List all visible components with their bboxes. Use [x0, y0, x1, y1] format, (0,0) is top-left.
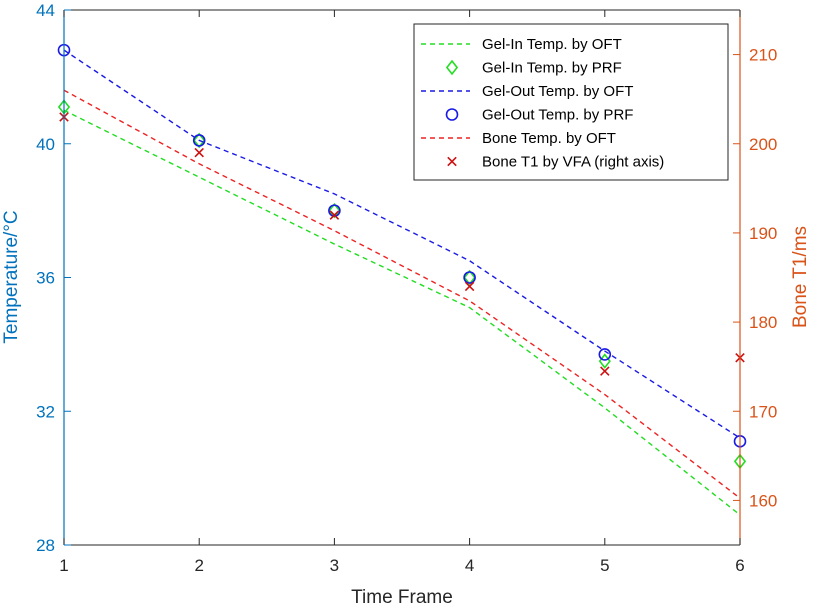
series-3: [63, 49, 741, 439]
right-y-tick-label: 210: [749, 46, 777, 65]
right-y-axis-title: Bone T1/ms: [790, 226, 811, 328]
data-point: [329, 210, 340, 220]
data-point: [464, 281, 475, 292]
legend-swatch: [447, 156, 457, 167]
data-point-stroke-b: [329, 210, 340, 220]
data-point: [598, 348, 612, 361]
ticks-layer: 1 2 3 4 5 6 28 32 36 40 44 160 170 180 190 200 210: [36, 1, 777, 575]
x-tick-label: 5: [600, 556, 609, 575]
series-line: [63, 109, 741, 516]
legend-box: [413, 23, 729, 181]
left-y-axis-title: Temperature/°C: [1, 210, 22, 343]
legend-swatch-stroke-b: [447, 156, 457, 167]
legend-swatch: [445, 108, 459, 121]
left-y-tick-label: 40: [36, 135, 55, 154]
data-point-stroke-b: [464, 281, 475, 292]
legend-swatch: [445, 59, 459, 76]
series-1: [63, 109, 741, 516]
legend-label: Bone Temp. by OFT: [482, 130, 616, 147]
data-point: [328, 202, 341, 219]
data-point: [463, 271, 476, 284]
series-line: [63, 89, 741, 499]
data-point: [192, 134, 206, 147]
series-line: [63, 49, 741, 439]
x-tick-label: 6: [735, 556, 744, 575]
right-y-tick-label: 200: [749, 135, 777, 154]
x-axis-title: Time Frame: [351, 587, 453, 607]
x-tick-label: 3: [330, 556, 339, 575]
data-point-stroke-b: [600, 366, 610, 376]
legend-label: Gel-Out Temp. by PRF: [482, 107, 633, 124]
right-y-tick-label: 180: [749, 313, 777, 332]
legend: Gel-In Temp. by OFT Gel-In Temp. by PRF Ge…: [413, 23, 729, 181]
data-point: [463, 269, 476, 286]
data-point: [194, 147, 204, 158]
x-tick-label: 2: [194, 556, 203, 575]
left-y-tick-label: 32: [36, 402, 55, 421]
legend-label: Bone T1 by VFA (right axis): [482, 154, 664, 171]
left-y-tick-label: 44: [36, 1, 55, 20]
legend-label: Gel-In Temp. by OFT: [482, 36, 622, 53]
left-y-tick-label: 28: [36, 536, 55, 555]
data-point: [193, 132, 206, 149]
series-5: [63, 89, 741, 499]
data-point: [600, 366, 610, 376]
data-point-stroke-b: [194, 147, 204, 158]
x-tick-label: 1: [59, 556, 68, 575]
x-tick-label: 4: [465, 556, 474, 575]
right-y-tick-label: 160: [749, 491, 777, 510]
left-y-tick-label: 36: [36, 269, 55, 288]
legend-label: Gel-In Temp. by PRF: [482, 60, 622, 77]
legend-label: Gel-Out Temp. by OFT: [482, 83, 633, 100]
right-y-tick-label: 190: [749, 224, 777, 243]
right-y-tick-label: 170: [749, 402, 777, 421]
